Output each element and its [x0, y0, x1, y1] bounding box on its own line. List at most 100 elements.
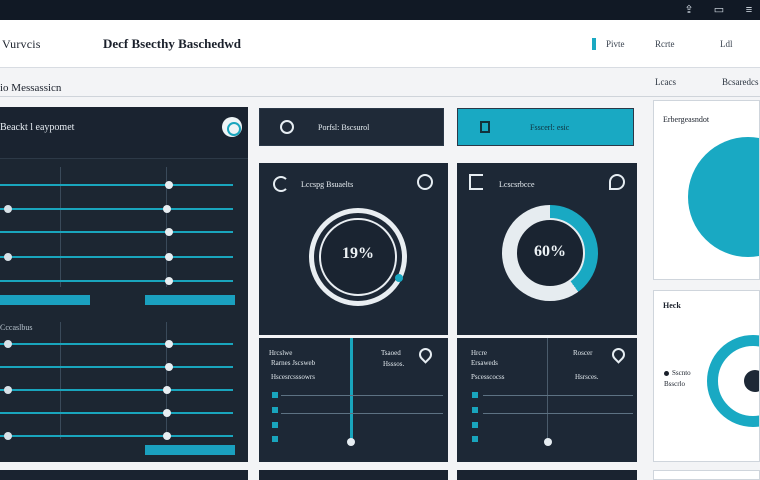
grid-line: [547, 338, 548, 442]
donut-card-1: Lccspg Bsuaelts 19%: [259, 163, 448, 335]
row-marker: [472, 436, 478, 442]
row-marker: [472, 392, 478, 398]
footer-bar: [457, 470, 637, 480]
slider-6[interactable]: [0, 340, 233, 348]
slider-3[interactable]: [0, 228, 233, 236]
slider-handle[interactable]: [165, 277, 173, 285]
progress-ring: [309, 208, 407, 306]
row-marker: [272, 407, 278, 413]
slider-4[interactable]: [0, 253, 233, 261]
panel-title: Beackt l eaypomet: [0, 122, 75, 133]
card-title: Heck: [663, 301, 681, 310]
slider-start: [4, 386, 12, 394]
ring-chart: [707, 335, 759, 427]
settings-icon[interactable]: [417, 174, 433, 190]
chat-icon[interactable]: ▭: [713, 4, 725, 16]
slider-start: [4, 432, 12, 440]
slider-10[interactable]: [0, 432, 233, 440]
metric-sublabel: Rarnes Jscsweb: [271, 359, 316, 367]
marker-line: [350, 338, 353, 442]
nav-link-2[interactable]: Rcrte: [655, 39, 675, 49]
grid-line: [166, 322, 167, 439]
legend-dot: [664, 371, 669, 376]
slider-handle[interactable]: [163, 386, 171, 394]
brand-logo[interactable]: Vurvcis: [2, 37, 41, 51]
progress-core: [319, 218, 397, 296]
row-marker: [272, 422, 278, 428]
slider-2[interactable]: [0, 205, 233, 213]
metric-side-label: Roscer: [573, 349, 593, 357]
heart-icon[interactable]: [609, 345, 628, 364]
grid-line: [166, 167, 167, 287]
action-button-1[interactable]: [0, 295, 90, 305]
refresh-icon: [280, 120, 294, 134]
row-marker: [472, 422, 478, 428]
active-indicator: [592, 38, 596, 50]
legend-label: Bsscrlo: [664, 380, 685, 388]
overview-card: Erbergeasndot: [653, 100, 760, 280]
metric-side-value: Hsrsces.: [575, 373, 599, 381]
slider-handle[interactable]: [163, 409, 171, 417]
legend-label: Sscnto: [672, 369, 691, 377]
menu-icon[interactable]: ≡: [745, 4, 753, 16]
marker-handle[interactable]: [347, 438, 355, 446]
nav-link-1[interactable]: Pivte: [606, 39, 625, 49]
row-line: [483, 395, 633, 396]
pin-icon[interactable]: [609, 174, 625, 190]
slider-handle[interactable]: [165, 181, 173, 189]
footer-card: [653, 470, 760, 480]
slider-handle[interactable]: [165, 253, 173, 261]
tab-1[interactable]: Lcacs: [655, 77, 676, 87]
settings-panel: Beackt l eaypomet Cccaslbus: [0, 107, 248, 462]
slider-handle[interactable]: [163, 432, 171, 440]
row-marker: [272, 392, 278, 398]
row-marker: [472, 407, 478, 413]
slider-start: [4, 340, 12, 348]
marker-handle[interactable]: [544, 438, 552, 446]
grid-line: [60, 167, 61, 287]
metric-card-2: Hrcre Ersaweds Pscesscocss Roscer Hsrsce…: [457, 338, 637, 462]
card-header-1[interactable]: Porfsl: Bscsurol: [259, 108, 444, 146]
slider-9[interactable]: [0, 409, 233, 417]
panel-header: Beackt l eaypomet: [0, 107, 248, 159]
slider-8[interactable]: [0, 386, 233, 394]
row-line: [281, 395, 443, 396]
card-header-2[interactable]: Fsscerl: esic: [457, 108, 634, 146]
progress-value: 60%: [534, 243, 566, 260]
system-bar: ⇪ ▭ ≡: [0, 0, 760, 20]
section-title: io Messassicn: [0, 82, 62, 94]
footer-bar: [259, 470, 448, 480]
metric-sublabel: Pscesscocss: [471, 373, 505, 381]
action-button-2[interactable]: [145, 295, 235, 305]
card-header-label: Porfsl: Bscsurol: [318, 123, 370, 132]
ring-center: [744, 370, 759, 392]
metric-sublabel: Ersaweds: [471, 359, 498, 367]
slider-handle[interactable]: [163, 205, 171, 213]
metric-side-label: Tsaoed: [381, 349, 401, 357]
slider-handle[interactable]: [165, 228, 173, 236]
slider-start: [4, 253, 12, 261]
row-line: [281, 413, 443, 414]
detail-card: Heck Sscnto Bsscrlo: [653, 290, 760, 462]
metric-card-1: Hrcslwe Rarnes Jscsweb Hscesrcsssowrs Ts…: [259, 338, 448, 462]
metric-label: Hrcslwe: [269, 349, 293, 357]
card-title: Lccspg Bsuaelts: [301, 180, 354, 189]
slider-handle[interactable]: [165, 340, 173, 348]
slider-7[interactable]: [0, 363, 233, 371]
metric-sublabel: Hscesrcsssowrs: [271, 373, 315, 381]
cycle-icon: [273, 176, 289, 192]
grid-line: [60, 322, 61, 439]
row-line: [483, 413, 633, 414]
tab-2[interactable]: Bcsaredcs: [722, 77, 759, 87]
slider-1[interactable]: [0, 181, 233, 189]
slider-5[interactable]: [0, 277, 233, 285]
action-button-3[interactable]: [145, 445, 235, 455]
app-header: Vurvcis Decf Bsecthy Baschedwd Pivte Rcr…: [0, 20, 760, 68]
nav-link-3[interactable]: Ldl: [720, 39, 733, 49]
metric-label: Hrcre: [471, 349, 487, 357]
toggle-icon[interactable]: [222, 117, 242, 137]
page-title: Decf Bsecthy Baschedwd: [103, 36, 241, 51]
heart-icon[interactable]: [416, 345, 435, 364]
share-icon[interactable]: ⇪: [684, 4, 694, 16]
slider-handle[interactable]: [165, 363, 173, 371]
